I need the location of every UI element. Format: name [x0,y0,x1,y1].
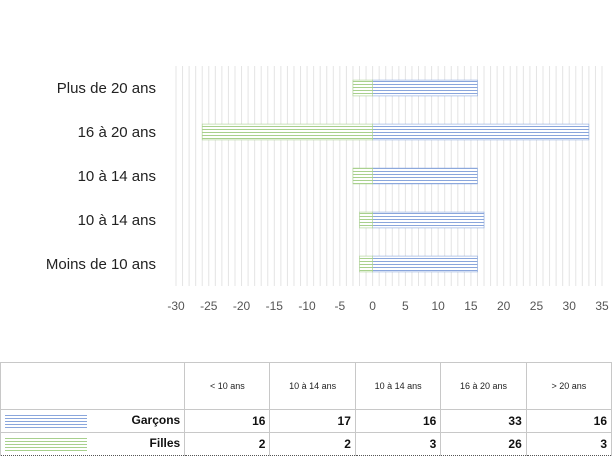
table-cell: 26 [440,432,527,456]
table-row-label: Garçons [0,409,186,433]
table-row-label-text: Filles [149,436,181,450]
x-tick-label: 35 [595,299,609,313]
x-tick-label: 25 [530,299,544,313]
category-label: 16 à 20 ans [78,124,156,141]
x-tick-label: 15 [464,299,478,313]
table-row: Filles 2 2 3 26 3 [0,432,612,456]
x-tick-label: -20 [233,299,251,313]
x-tick-label: 10 [431,299,445,313]
x-tick-label: 20 [497,299,511,313]
table-header-cell: 10 à 14 ans [354,362,442,410]
legend-swatch-blue [5,415,87,429]
x-tick-label: -15 [266,299,284,313]
chart-svg: Moins de 10 ans 10 à 14 ans 10 à 14 ans 16 … [46,66,609,313]
x-tick-label: 5 [402,299,409,313]
bar-filles[interactable] [359,211,373,229]
table-corner-cell [0,362,186,410]
table-cell: 16 [525,409,612,433]
table-cell: 2 [184,432,271,456]
table-header-cell: 16 à 20 ans [440,362,527,410]
chart-area[interactable]: Moins de 10 ans 10 à 14 ans 10 à 14 ans 16 … [0,0,612,360]
table-row: Garçons 16 17 16 33 16 [0,409,612,433]
x-tick-label: -25 [200,299,218,313]
x-tick-label: 0 [369,299,376,313]
table-header-cell: 10 à 14 ans [269,362,356,410]
bar-filles[interactable] [352,79,373,97]
category-label: Plus de 20 ans [57,80,156,97]
bar-garcons[interactable] [372,167,478,185]
bar-garcons[interactable] [372,255,478,273]
table-cell: 3 [354,432,442,456]
table-cell: 16 [354,409,442,433]
x-tick-label: -30 [167,299,185,313]
table-header-row: < 10 ans 10 à 14 ans 10 à 14 ans 16 à 20… [0,362,612,410]
table-cell: 3 [525,432,612,456]
table-cell: 16 [184,409,271,433]
table-header-cell: < 10 ans [184,362,271,410]
table-cell: 33 [440,409,527,433]
table-row-label-text: Garçons [131,413,181,427]
bar-filles[interactable] [352,167,373,185]
bar-garcons[interactable] [372,123,590,141]
bar-filles[interactable] [359,255,373,273]
x-tick-label: 30 [563,299,577,313]
category-label: 10 à 14 ans [78,212,156,229]
bar-filles[interactable] [201,123,373,141]
category-label: 10 à 14 ans [78,168,156,185]
chart-data-table: < 10 ans 10 à 14 ans 10 à 14 ans 16 à 20… [0,362,612,456]
table-cell: 2 [269,432,356,456]
table-header-cell: > 20 ans [525,362,612,410]
x-tick-label: -10 [298,299,316,313]
legend-swatch-green [5,438,87,452]
bar-garcons[interactable] [372,211,485,229]
bar-garcons[interactable] [372,79,478,97]
table-cell: 17 [269,409,356,433]
table-row-label: Filles [0,432,186,456]
x-tick-label: -5 [335,299,346,313]
category-label: Moins de 10 ans [46,256,156,273]
